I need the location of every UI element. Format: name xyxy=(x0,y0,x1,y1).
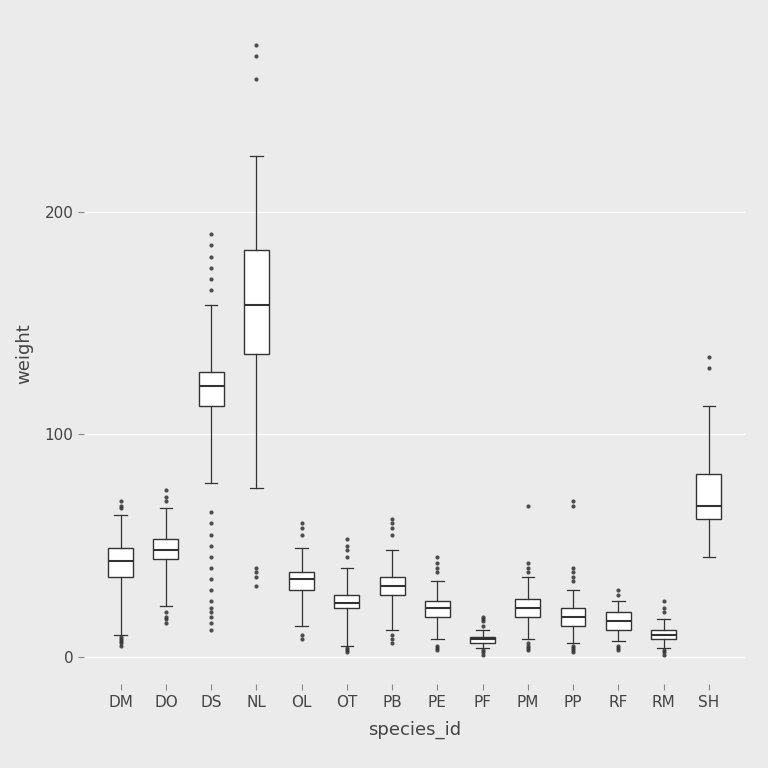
X-axis label: species_id: species_id xyxy=(368,720,462,739)
PathPatch shape xyxy=(697,475,721,519)
PathPatch shape xyxy=(334,594,359,608)
PathPatch shape xyxy=(199,372,223,406)
PathPatch shape xyxy=(561,608,585,626)
PathPatch shape xyxy=(470,637,495,644)
PathPatch shape xyxy=(290,572,314,590)
PathPatch shape xyxy=(108,548,133,577)
PathPatch shape xyxy=(425,601,450,617)
PathPatch shape xyxy=(379,577,405,594)
PathPatch shape xyxy=(515,599,540,617)
PathPatch shape xyxy=(606,612,631,631)
Y-axis label: weight: weight xyxy=(15,323,33,384)
PathPatch shape xyxy=(154,539,178,559)
PathPatch shape xyxy=(244,250,269,354)
PathPatch shape xyxy=(651,631,676,639)
